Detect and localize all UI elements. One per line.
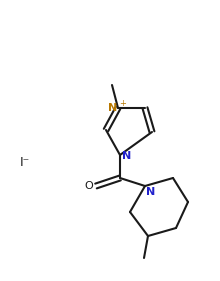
Text: N: N: [108, 103, 117, 113]
Text: O: O: [85, 181, 93, 191]
Text: N: N: [122, 151, 131, 161]
Text: I⁻: I⁻: [20, 155, 30, 169]
Text: +: +: [119, 99, 126, 108]
Text: N: N: [146, 187, 155, 197]
